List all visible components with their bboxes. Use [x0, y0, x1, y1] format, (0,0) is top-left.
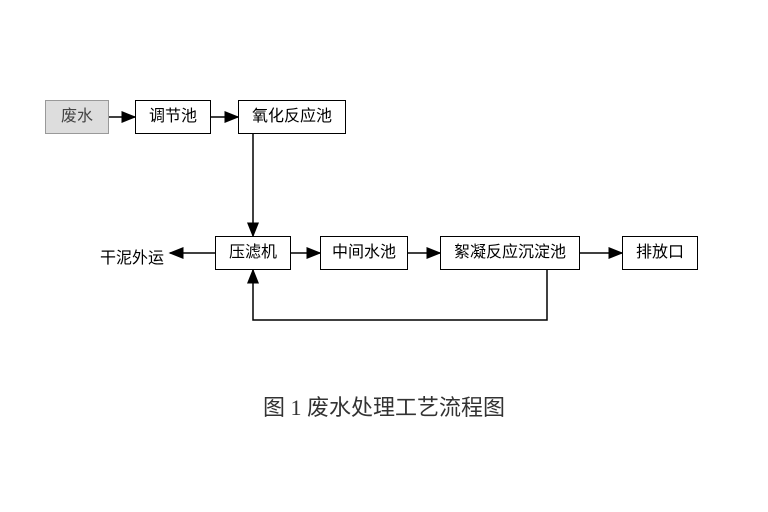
flowchart-node-filter: 压滤机: [215, 236, 291, 270]
flowchart-label-drymud: 干泥外运: [100, 244, 164, 268]
edge-floc-to-filter: [253, 270, 547, 320]
flowchart-node-floc: 絮凝反应沉淀池: [440, 236, 580, 270]
figure-caption: 图 1 废水处理工艺流程图: [0, 390, 768, 422]
flowchart-node-wastewater: 废水: [45, 100, 109, 134]
flowchart-node-outlet: 排放口: [622, 236, 698, 270]
flowchart-node-adjust: 调节池: [135, 100, 211, 134]
flowchart-node-oxidation: 氧化反应池: [238, 100, 346, 134]
flowchart-node-midpool: 中间水池: [320, 236, 408, 270]
